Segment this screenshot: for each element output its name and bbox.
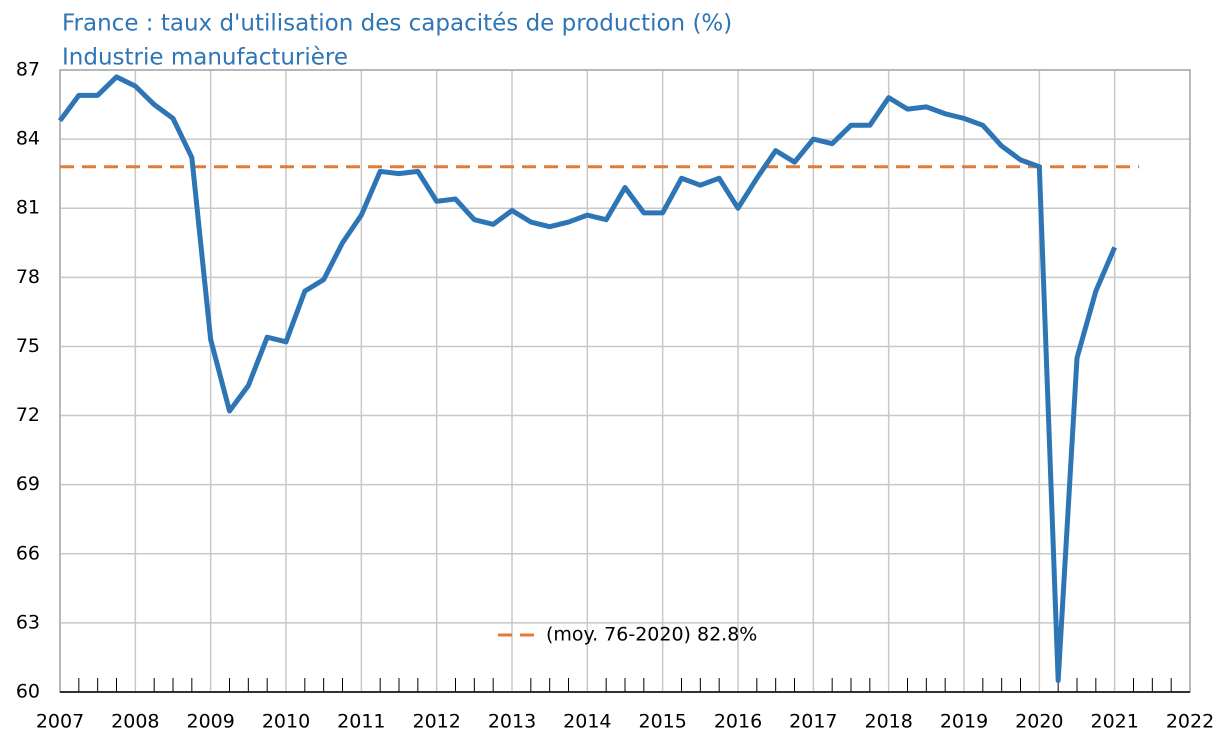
x-tick-label: 2020 <box>1015 711 1063 733</box>
chart-title: France : taux d'utilisation des capacité… <box>62 11 732 37</box>
legend-label: (moy. 76-2020) 82.8% <box>546 624 757 646</box>
x-tick-label: 2022 <box>1166 711 1214 733</box>
y-tick-label: 84 <box>16 128 40 150</box>
x-tick-label: 2010 <box>262 711 310 733</box>
x-tick-label: 2014 <box>563 711 611 733</box>
x-tick-label: 2013 <box>488 711 536 733</box>
x-tick-label: 2018 <box>864 711 912 733</box>
y-tick-label: 60 <box>16 681 40 703</box>
y-tick-label: 75 <box>16 335 40 357</box>
y-tick-label: 66 <box>16 542 40 564</box>
data-line <box>57 74 1117 683</box>
x-tick-label: 2012 <box>412 711 460 733</box>
y-tick-label: 69 <box>16 473 40 495</box>
x-tick-label: 2021 <box>1090 711 1138 733</box>
plot-frame <box>59 69 1191 693</box>
x-tick-label: 2007 <box>36 711 84 733</box>
x-tick-label: 2011 <box>337 711 385 733</box>
x-tick-label: 2017 <box>789 711 837 733</box>
y-tick-label: 72 <box>16 404 40 426</box>
y-tick-label: 87 <box>16 59 40 81</box>
x-tick-label: 2008 <box>111 711 159 733</box>
y-tick-label: 63 <box>16 611 40 633</box>
y-tick-label: 81 <box>16 197 40 219</box>
chart-subtitle: Industrie manufacturière <box>62 45 348 71</box>
x-tick-label: 2009 <box>186 711 234 733</box>
x-tick-label: 2019 <box>940 711 988 733</box>
x-tick-label: 2015 <box>638 711 686 733</box>
x-tick-label: 2016 <box>714 711 762 733</box>
y-tick-label: 78 <box>16 266 40 288</box>
